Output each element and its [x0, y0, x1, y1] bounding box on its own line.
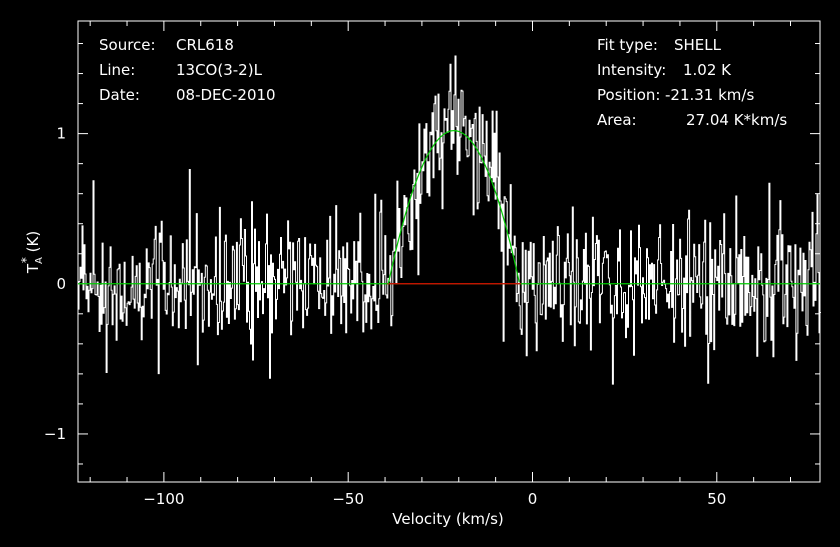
- x-axis-label: Velocity (km/s): [392, 510, 503, 528]
- plot-frame: [77, 20, 821, 483]
- fit-type-value: SHELL: [674, 36, 722, 54]
- ticks: [78, 21, 820, 482]
- x-tick-label: 0: [528, 490, 538, 508]
- svg-text:TA* (K): TA* (K): [19, 231, 45, 274]
- date-key: Date:: [99, 86, 140, 104]
- fit-curve: [387, 129, 520, 284]
- intensity-key: Intensity:: [597, 61, 666, 79]
- y-tick-label: 0: [56, 275, 66, 293]
- spectrum-line: [78, 55, 821, 385]
- series-layer: [78, 55, 821, 385]
- line-key: Line:: [99, 61, 135, 79]
- y-tick-label: −1: [44, 425, 66, 443]
- x-tick-label: −100: [143, 490, 184, 508]
- x-tick-label: 50: [707, 490, 726, 508]
- line-value: 13CO(3-2)L: [176, 61, 263, 79]
- area-value: 27.04 K*km/s: [686, 111, 787, 129]
- info-right: Fit type: SHELL Intensity: 1.02 K Positi…: [597, 36, 787, 129]
- fit-type-key: Fit type:: [597, 36, 658, 54]
- tick-labels: −100 −50 0 50 −1 0 1: [44, 125, 726, 508]
- intensity-value: 1.02 K: [683, 61, 732, 79]
- date-value: 08-DEC-2010: [176, 86, 276, 104]
- area-key: Area:: [597, 111, 637, 129]
- info-left: Source: CRL618 Line: 13CO(3-2)L Date: 08…: [99, 36, 276, 104]
- y-axis-label: TA* (K): [19, 231, 45, 274]
- x-tick-label: −50: [332, 490, 364, 508]
- position-key: Position:: [597, 86, 660, 104]
- source-value: CRL618: [176, 36, 234, 54]
- position-value: -21.31 km/s: [665, 86, 754, 104]
- source-key: Source:: [99, 36, 156, 54]
- y-tick-label: 1: [56, 125, 66, 143]
